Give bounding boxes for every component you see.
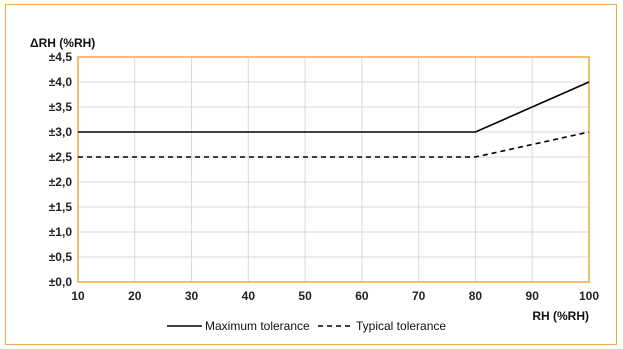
x-tick-label-7: 80 [469, 289, 483, 303]
x-tick-label-4: 50 [298, 289, 312, 303]
y-tick-label-9: ±4,5 [49, 50, 73, 64]
x-tick-label-8: 90 [526, 289, 540, 303]
y-tick-label-6: ±3,0 [49, 125, 73, 139]
x-tick-label-1: 20 [128, 289, 142, 303]
chart-frame [5, 4, 617, 345]
y-tick-label-4: ±2,0 [49, 175, 73, 189]
y-tick-labels: ±0,0 ±0,5 ±1,0 ±1,5 ±2,0 ±2,5 ±3,0 ±3,5 ±4,0 ±4,5 [49, 50, 73, 289]
y-tick-label-8: ±4,0 [49, 75, 73, 89]
grid-lines [77, 56, 590, 283]
series-lines [78, 81, 590, 158]
legend: Maximum tolerance Typical tolerance [167, 319, 446, 333]
y-tick-label-5: ±2,5 [49, 150, 73, 164]
x-tick-label-2: 30 [185, 289, 199, 303]
x-tick-label-3: 40 [242, 289, 256, 303]
x-tick-label-0: 10 [71, 289, 85, 303]
x-tick-label-6: 70 [412, 289, 426, 303]
x-axis-title: RH (%RH) [532, 309, 589, 323]
x-tick-label-9: 100 [579, 289, 599, 303]
y-tick-label-2: ±1,0 [49, 225, 73, 239]
y-tick-label-0: ±0,0 [49, 275, 73, 289]
series-line-maximum-tolerance [78, 81, 590, 133]
y-tick-label-7: ±3,5 [49, 100, 73, 114]
plot-area [77, 56, 590, 283]
series-line-typical-tolerance [78, 131, 590, 158]
y-tick-label-3: ±1,5 [49, 200, 73, 214]
x-tick-label-5: 60 [355, 289, 369, 303]
legend-label-0: Maximum tolerance [205, 319, 310, 333]
legend-label-1: Typical tolerance [356, 319, 446, 333]
y-tick-label-1: ±0,5 [49, 250, 73, 264]
y-axis-title: ΔRH (%RH) [30, 36, 95, 50]
x-tick-labels: 10 20 30 40 50 60 70 80 90 100 [71, 289, 599, 303]
